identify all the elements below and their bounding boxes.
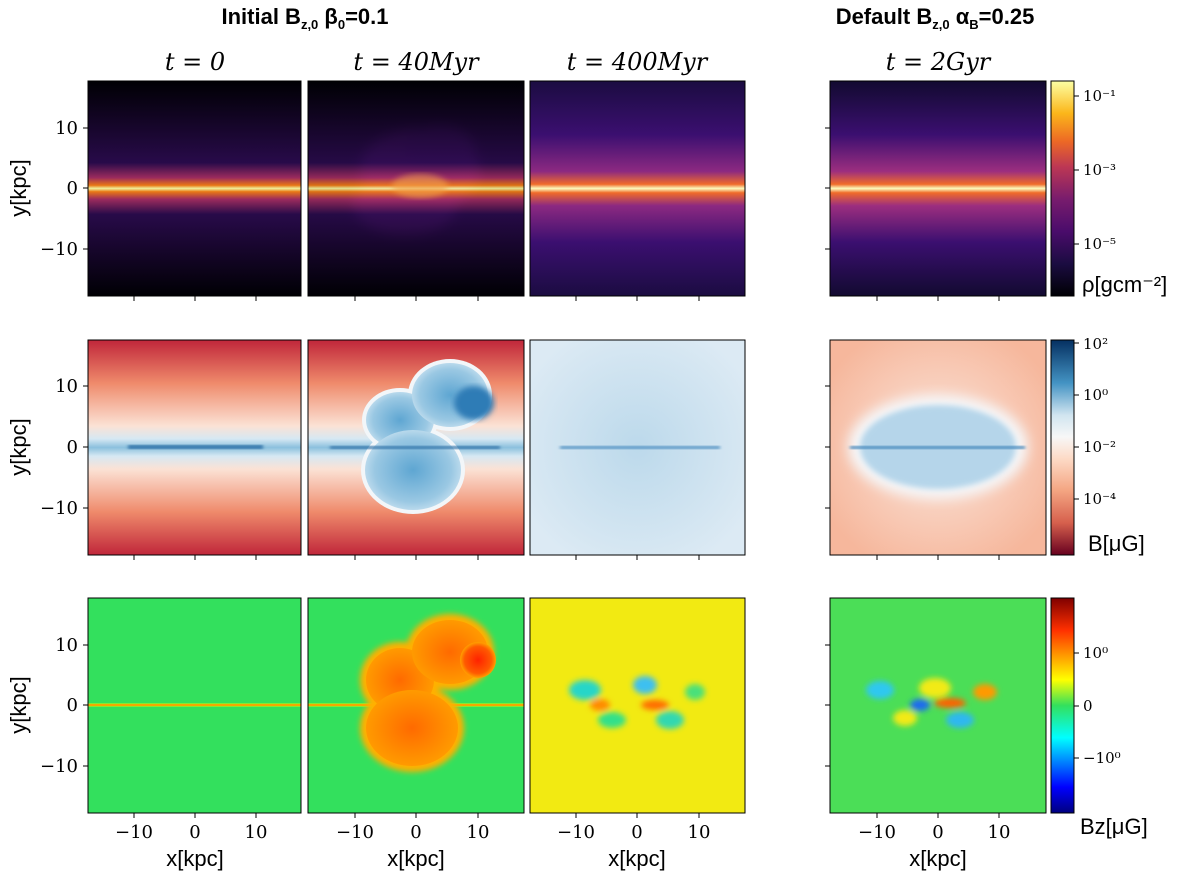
bfield-panel-t400 xyxy=(530,340,745,555)
density-panel-t2gyr xyxy=(830,81,1046,296)
bfield-panel-t2gyr xyxy=(830,340,1046,555)
colorbar-tick-label: −10⁰ xyxy=(1083,749,1121,767)
colorbar-tick-label: 10⁻⁴ xyxy=(1083,490,1116,508)
x-tick-label: 10 xyxy=(245,822,268,843)
x-tick-label: −10 xyxy=(336,822,374,843)
x-axis-label: x[kpc] xyxy=(608,846,665,871)
column-time-label: t = 40Myr xyxy=(353,48,480,76)
bz-panel-t0 xyxy=(88,598,301,813)
group-title-default: Default Bz,0 αB=0.25 xyxy=(836,4,1035,32)
density-panel-t0 xyxy=(88,81,301,296)
y-tick-label: 0 xyxy=(67,695,78,716)
x-axis-label: x[kpc] xyxy=(387,846,444,871)
y-tick-label: 0 xyxy=(67,178,78,199)
colorbar-tick-label: 10² xyxy=(1083,335,1108,353)
x-axis-label: x[kpc] xyxy=(909,846,966,871)
colorbar-label-bz: Bz[μG] xyxy=(1080,814,1148,839)
y-tick-label: 10 xyxy=(55,118,78,139)
density-panel-t40 xyxy=(308,81,524,296)
x-tick-label: 0 xyxy=(932,822,943,843)
colorbar-tick-label: 10⁰ xyxy=(1083,386,1108,404)
y-axis-label: y[kpc] xyxy=(6,676,31,733)
x-axis-label: x[kpc] xyxy=(166,846,223,871)
x-tick-label: −10 xyxy=(115,822,153,843)
bz-panel-t400 xyxy=(530,598,745,813)
colorbar-tick-label: 10⁻⁵ xyxy=(1083,235,1116,253)
y-axis-label: y[kpc] xyxy=(6,418,31,475)
colorbar-tick-label: 0 xyxy=(1083,697,1093,715)
x-tick-label: −10 xyxy=(557,822,595,843)
colorbar-bz xyxy=(1050,597,1075,814)
colorbar-bfield xyxy=(1050,339,1075,556)
y-tick-label: −10 xyxy=(40,239,78,260)
colorbar-tick-label: 10⁻² xyxy=(1083,438,1116,456)
density-panel-t400 xyxy=(530,81,745,296)
x-tick-label: 0 xyxy=(410,822,421,843)
colorbar-tick-label: 10⁰ xyxy=(1083,644,1108,662)
bfield-panel-t40 xyxy=(308,340,524,555)
x-tick-label: 0 xyxy=(189,822,200,843)
y-tick-label: 10 xyxy=(55,635,78,656)
x-tick-label: −10 xyxy=(858,822,896,843)
bz-panel-t2gyr xyxy=(830,598,1046,813)
colorbar-density xyxy=(1050,80,1075,297)
y-axis-label: y[kpc] xyxy=(6,159,31,216)
y-tick-label: −10 xyxy=(40,756,78,777)
colorbar-label-bfield: B[μG] xyxy=(1088,531,1145,556)
bfield-panel-t0 xyxy=(88,340,301,555)
x-tick-label: 0 xyxy=(631,822,642,843)
y-tick-label: 0 xyxy=(67,437,78,458)
column-time-label: t = 2Gyr xyxy=(886,48,992,76)
colorbar-label-density: ρ[gcm⁻²] xyxy=(1082,272,1167,297)
colorbar-tick-label: 10⁻³ xyxy=(1083,161,1116,179)
x-tick-label: 10 xyxy=(988,822,1011,843)
y-tick-label: 10 xyxy=(55,376,78,397)
column-time-label: t = 400Myr xyxy=(567,48,709,76)
x-tick-label: 10 xyxy=(688,822,711,843)
y-tick-label: −10 xyxy=(40,498,78,519)
colorbar-tick-label: 10⁻¹ xyxy=(1083,87,1116,105)
column-time-label: t = 0 xyxy=(165,48,225,76)
group-title-initial: Initial Bz,0 β0=0.1 xyxy=(221,4,388,32)
x-tick-label: 10 xyxy=(467,822,490,843)
bz-panel-t40 xyxy=(308,598,524,813)
